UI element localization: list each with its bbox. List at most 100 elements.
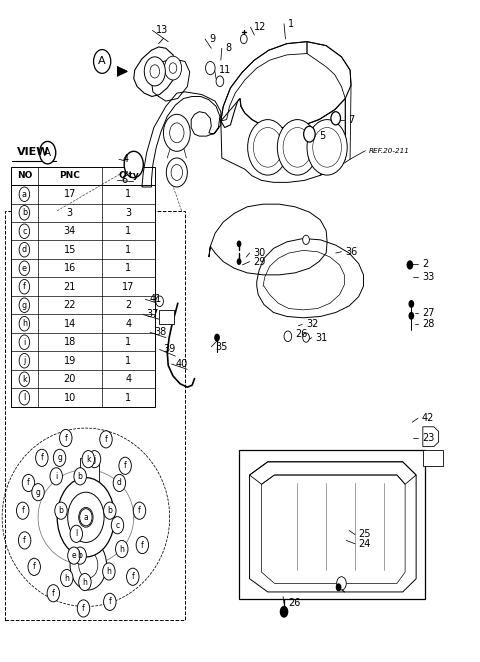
Circle shape — [19, 391, 30, 405]
Circle shape — [116, 522, 120, 528]
Text: 27: 27 — [422, 308, 434, 318]
Circle shape — [240, 34, 247, 44]
Circle shape — [82, 451, 95, 468]
Circle shape — [22, 475, 35, 491]
Circle shape — [280, 606, 288, 618]
Circle shape — [19, 261, 30, 275]
Circle shape — [283, 128, 312, 167]
Circle shape — [141, 542, 144, 547]
Circle shape — [313, 128, 341, 167]
Text: 12: 12 — [254, 22, 267, 32]
Text: 39: 39 — [163, 344, 176, 354]
Circle shape — [93, 457, 96, 462]
Circle shape — [53, 449, 66, 467]
Circle shape — [407, 260, 413, 269]
Text: 22: 22 — [64, 301, 76, 310]
Text: 1: 1 — [125, 263, 132, 273]
Circle shape — [113, 475, 126, 491]
Text: 30: 30 — [253, 248, 265, 258]
Text: l: l — [75, 530, 77, 538]
Text: 11: 11 — [218, 65, 231, 75]
Text: 1: 1 — [125, 189, 132, 199]
Circle shape — [78, 553, 82, 558]
Text: 7: 7 — [348, 115, 354, 124]
Circle shape — [36, 449, 48, 467]
Text: d: d — [117, 479, 122, 487]
Circle shape — [237, 258, 241, 265]
Circle shape — [19, 316, 30, 331]
Bar — [158, 310, 174, 324]
Circle shape — [55, 502, 67, 519]
Text: VIEW: VIEW — [17, 146, 49, 157]
Circle shape — [150, 65, 159, 78]
Text: 15: 15 — [64, 245, 76, 255]
Text: k: k — [86, 455, 91, 463]
Circle shape — [19, 298, 30, 312]
Circle shape — [127, 568, 139, 585]
Circle shape — [104, 502, 116, 519]
Circle shape — [171, 165, 182, 180]
Circle shape — [50, 468, 62, 485]
Circle shape — [86, 457, 90, 462]
Circle shape — [164, 56, 181, 80]
Text: b: b — [108, 506, 112, 515]
Circle shape — [19, 335, 30, 350]
Circle shape — [131, 574, 135, 579]
Text: PNC: PNC — [60, 171, 80, 180]
Text: 24: 24 — [359, 539, 371, 549]
Circle shape — [60, 430, 72, 447]
Text: a: a — [22, 190, 27, 199]
Circle shape — [59, 508, 63, 513]
Circle shape — [57, 478, 115, 557]
Text: f: f — [138, 506, 141, 515]
Circle shape — [108, 508, 112, 513]
Text: b: b — [78, 472, 83, 481]
Circle shape — [88, 451, 101, 468]
Circle shape — [19, 224, 30, 238]
Circle shape — [19, 242, 30, 257]
Text: k: k — [22, 375, 27, 384]
Circle shape — [36, 489, 40, 495]
Circle shape — [19, 372, 30, 387]
Circle shape — [32, 484, 44, 500]
Circle shape — [248, 120, 288, 175]
Text: f: f — [52, 589, 55, 598]
Text: 2: 2 — [422, 259, 428, 269]
Text: REF.20-211: REF.20-211 — [369, 148, 410, 154]
Text: 33: 33 — [422, 272, 434, 282]
Circle shape — [79, 551, 98, 578]
Circle shape — [107, 569, 111, 574]
Circle shape — [307, 120, 347, 175]
Text: g: g — [57, 453, 62, 462]
Circle shape — [216, 76, 224, 87]
Text: 34: 34 — [64, 226, 76, 236]
Text: f: f — [108, 597, 111, 606]
Circle shape — [68, 492, 104, 542]
Circle shape — [103, 563, 115, 580]
Text: b: b — [22, 209, 27, 217]
Circle shape — [58, 455, 61, 461]
Text: 40: 40 — [175, 359, 188, 369]
Circle shape — [16, 502, 29, 519]
Text: 3: 3 — [67, 208, 73, 218]
Circle shape — [18, 532, 31, 549]
Circle shape — [77, 600, 90, 617]
Text: A: A — [98, 56, 106, 66]
Circle shape — [144, 57, 165, 86]
Text: e: e — [72, 551, 76, 560]
Text: 41: 41 — [149, 295, 161, 305]
Text: j: j — [94, 455, 96, 463]
Text: 1: 1 — [125, 245, 132, 255]
Circle shape — [32, 564, 36, 569]
Text: d: d — [22, 245, 27, 254]
Text: 25: 25 — [359, 530, 371, 540]
Text: 4: 4 — [125, 318, 132, 329]
Circle shape — [65, 575, 69, 581]
Circle shape — [72, 553, 76, 558]
Bar — [11, 167, 155, 407]
Circle shape — [39, 142, 56, 164]
Text: 38: 38 — [154, 327, 166, 338]
Text: f: f — [23, 536, 26, 545]
Circle shape — [124, 152, 144, 177]
Circle shape — [133, 502, 146, 519]
